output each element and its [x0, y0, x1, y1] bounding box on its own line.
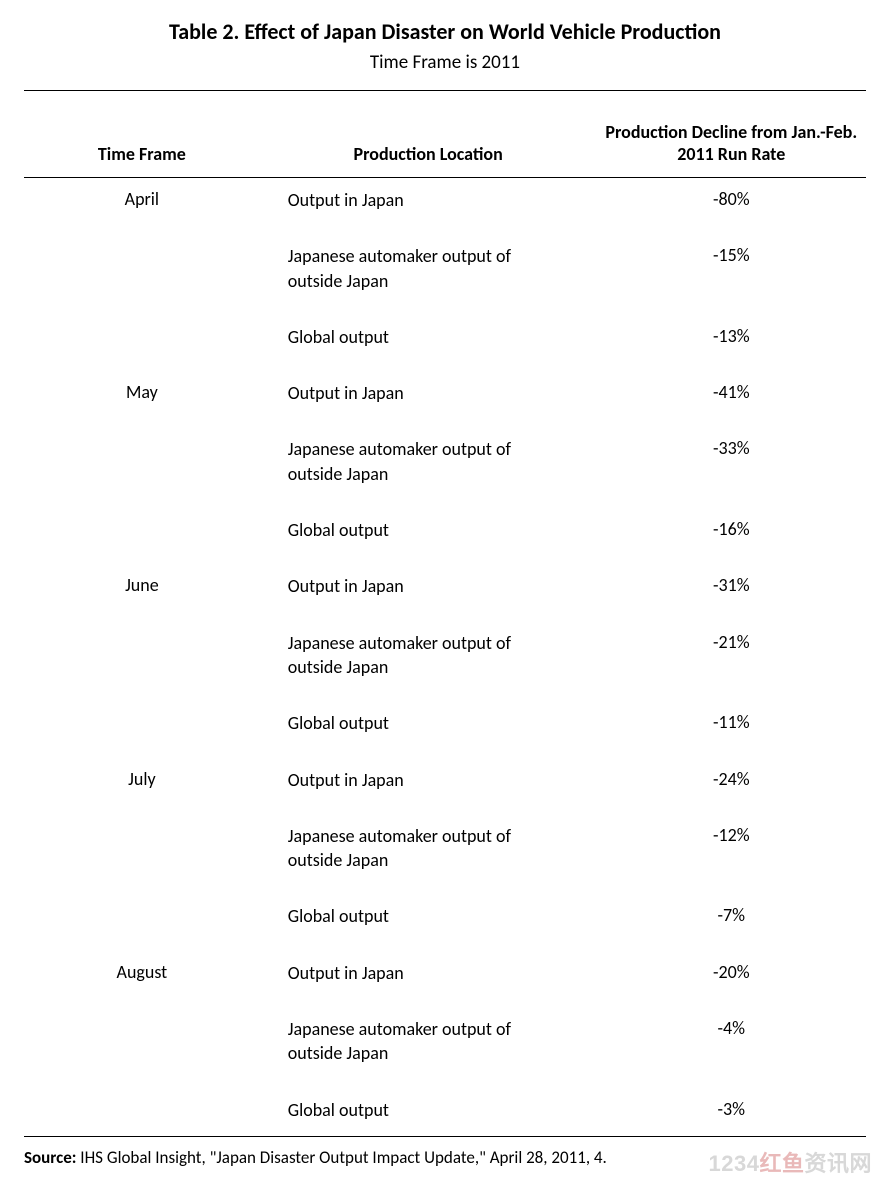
cell-location: Output in Japan: [260, 178, 597, 235]
cell-decline: -16%: [597, 508, 866, 564]
cell-timeframe: [24, 814, 260, 895]
cell-timeframe: May: [24, 371, 260, 427]
cell-location: Output in Japan: [260, 758, 597, 814]
cell-timeframe: [24, 894, 260, 950]
cell-timeframe: [24, 508, 260, 564]
source-text: IHS Global Insight, "Japan Disaster Outp…: [76, 1147, 606, 1168]
cell-location: Global output: [260, 1088, 597, 1137]
cell-timeframe: [24, 315, 260, 371]
production-table: Time Frame Production Location Productio…: [24, 90, 866, 1137]
cell-decline: -41%: [597, 371, 866, 427]
cell-decline: -3%: [597, 1088, 866, 1137]
cell-location: Global output: [260, 508, 597, 564]
cell-timeframe: July: [24, 758, 260, 814]
table-row: JuneOutput in Japan-31%: [24, 564, 866, 620]
table-row: Global output-16%: [24, 508, 866, 564]
table-row: AprilOutput in Japan-80%: [24, 178, 866, 235]
table-body: AprilOutput in Japan-80%Japanese automak…: [24, 178, 866, 1137]
col-header-decline: Production Decline from Jan.-Feb. 2011 R…: [597, 91, 866, 178]
cell-location: Japanese automaker output of outside Jap…: [260, 234, 597, 315]
cell-location: Japanese automaker output of outside Jap…: [260, 621, 597, 702]
cell-decline: -13%: [597, 315, 866, 371]
cell-decline: -11%: [597, 701, 866, 757]
cell-decline: -31%: [597, 564, 866, 620]
table-row: MayOutput in Japan-41%: [24, 371, 866, 427]
table-row: Global output-3%: [24, 1088, 866, 1137]
cell-timeframe: April: [24, 178, 260, 235]
cell-location: Output in Japan: [260, 371, 597, 427]
cell-decline: -21%: [597, 621, 866, 702]
table-row: Japanese automaker output of outside Jap…: [24, 427, 866, 508]
cell-timeframe: August: [24, 951, 260, 1007]
table-row: Global output-13%: [24, 315, 866, 371]
cell-timeframe: [24, 701, 260, 757]
cell-timeframe: [24, 621, 260, 702]
cell-location: Output in Japan: [260, 951, 597, 1007]
cell-location: Global output: [260, 894, 597, 950]
cell-decline: -4%: [597, 1007, 866, 1088]
source-label: Source:: [24, 1147, 76, 1168]
cell-decline: -7%: [597, 894, 866, 950]
table-row: Japanese automaker output of outside Jap…: [24, 814, 866, 895]
table-subtitle: Time Frame is 2011: [24, 51, 866, 74]
cell-timeframe: [24, 234, 260, 315]
table-row: Global output-7%: [24, 894, 866, 950]
cell-decline: -24%: [597, 758, 866, 814]
cell-timeframe: June: [24, 564, 260, 620]
table-row: Japanese automaker output of outside Jap…: [24, 234, 866, 315]
cell-location: Global output: [260, 701, 597, 757]
cell-timeframe: [24, 1007, 260, 1088]
table-row: Global output-11%: [24, 701, 866, 757]
table-row: Japanese automaker output of outside Jap…: [24, 621, 866, 702]
cell-timeframe: [24, 1088, 260, 1137]
table-row: JulyOutput in Japan-24%: [24, 758, 866, 814]
cell-location: Output in Japan: [260, 564, 597, 620]
cell-location: Japanese automaker output of outside Jap…: [260, 1007, 597, 1088]
cell-decline: -80%: [597, 178, 866, 235]
table-row: Japanese automaker output of outside Jap…: [24, 1007, 866, 1088]
table-row: AugustOutput in Japan-20%: [24, 951, 866, 1007]
document-page: Table 2. Effect of Japan Disaster on Wor…: [0, 0, 890, 1186]
cell-decline: -20%: [597, 951, 866, 1007]
cell-location: Global output: [260, 315, 597, 371]
cell-decline: -15%: [597, 234, 866, 315]
cell-location: Japanese automaker output of outside Jap…: [260, 814, 597, 895]
col-header-timeframe: Time Frame: [24, 91, 260, 178]
col-header-location: Production Location: [260, 91, 597, 178]
cell-decline: -12%: [597, 814, 866, 895]
cell-location: Japanese automaker output of outside Jap…: [260, 427, 597, 508]
source-line: Source: IHS Global Insight, "Japan Disas…: [24, 1147, 866, 1168]
table-title: Table 2. Effect of Japan Disaster on Wor…: [24, 18, 866, 45]
cell-timeframe: [24, 427, 260, 508]
cell-decline: -33%: [597, 427, 866, 508]
